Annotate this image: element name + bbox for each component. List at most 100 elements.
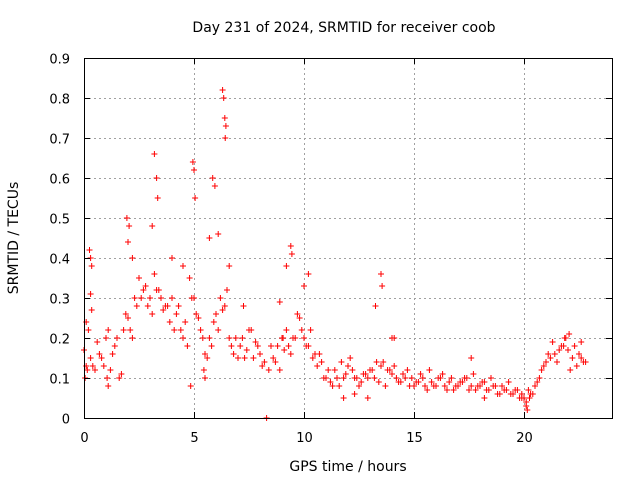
data-point (479, 379, 486, 385)
data-point (162, 303, 169, 309)
data-point (524, 407, 531, 413)
data-point (160, 307, 167, 313)
data-point (375, 379, 382, 385)
data-point (331, 367, 338, 373)
data-point (523, 403, 530, 409)
data-point (536, 375, 543, 381)
data-point (241, 355, 248, 361)
data-point (318, 359, 325, 365)
data-point (232, 335, 239, 341)
data-point (208, 343, 215, 349)
data-point (309, 355, 316, 361)
data-point (393, 375, 400, 381)
data-point (372, 303, 379, 309)
y-tick-label: 0.3 (49, 293, 70, 308)
data-point (204, 355, 211, 361)
data-point (419, 375, 426, 381)
data-point (468, 383, 475, 389)
y-tick-label: 0.1 (49, 373, 70, 388)
data-point (230, 351, 237, 357)
data-point (215, 327, 222, 333)
data-point (571, 343, 578, 349)
data-point (222, 123, 229, 129)
data-point (281, 347, 288, 353)
data-point (296, 315, 303, 321)
data-point (287, 351, 294, 357)
data-point (301, 283, 307, 289)
data-point (87, 291, 94, 297)
data-point (105, 383, 112, 389)
data-point (422, 383, 428, 389)
data-point (129, 255, 136, 261)
data-point (211, 183, 218, 189)
data-point (446, 379, 453, 385)
data-point (538, 367, 545, 373)
data-point (334, 375, 340, 381)
data-point (254, 343, 261, 349)
data-point (287, 243, 294, 249)
data-point (472, 387, 479, 393)
data-point (184, 343, 191, 349)
data-point (120, 327, 127, 333)
data-point (274, 343, 281, 349)
data-point (566, 331, 573, 337)
data-point (125, 239, 131, 245)
data-point (226, 263, 233, 269)
data-point (118, 371, 125, 377)
data-point (580, 359, 587, 365)
data-point (378, 271, 384, 277)
data-point (221, 115, 228, 121)
data-point (250, 355, 257, 361)
data-point (364, 395, 371, 401)
data-point (386, 367, 393, 373)
data-point (342, 371, 349, 377)
data-point (199, 335, 206, 341)
y-tick-label: 0.7 (49, 133, 70, 148)
data-point (558, 343, 565, 349)
data-point (243, 347, 250, 353)
data-point (283, 327, 290, 333)
data-point (481, 395, 488, 401)
data-point (200, 367, 207, 373)
data-point (219, 87, 226, 93)
grid-lines (84, 58, 612, 418)
data-point (131, 295, 138, 301)
data-point (114, 335, 120, 341)
data-point (237, 343, 244, 349)
data-point (149, 223, 156, 229)
data-point (219, 307, 226, 313)
data-point (169, 295, 175, 301)
data-point (402, 375, 409, 381)
data-point (527, 391, 534, 397)
data-point (189, 159, 196, 165)
data-point (210, 319, 217, 325)
x-tick-label: 0 (80, 431, 88, 446)
data-point (285, 343, 292, 349)
data-point (96, 351, 103, 357)
data-point (129, 335, 136, 341)
data-point (173, 311, 180, 317)
data-point (213, 311, 219, 317)
data-point (276, 367, 283, 373)
data-point (246, 327, 252, 333)
data-point (158, 295, 164, 301)
data-point (87, 355, 94, 361)
data-point (177, 327, 184, 333)
data-point (347, 355, 354, 361)
data-point (466, 387, 472, 393)
data-point (561, 335, 568, 341)
data-point (413, 379, 420, 385)
data-point (382, 383, 389, 389)
data-point (222, 135, 229, 141)
data-point (303, 343, 310, 349)
data-point (543, 359, 549, 365)
data-point (126, 223, 133, 229)
data-point (86, 247, 93, 253)
data-point (474, 383, 481, 389)
y-tick-label: 0.4 (49, 253, 70, 268)
data-point (169, 255, 175, 261)
data-point (186, 275, 193, 281)
data-point (283, 263, 290, 269)
data-point (270, 355, 277, 361)
data-point (569, 355, 576, 361)
